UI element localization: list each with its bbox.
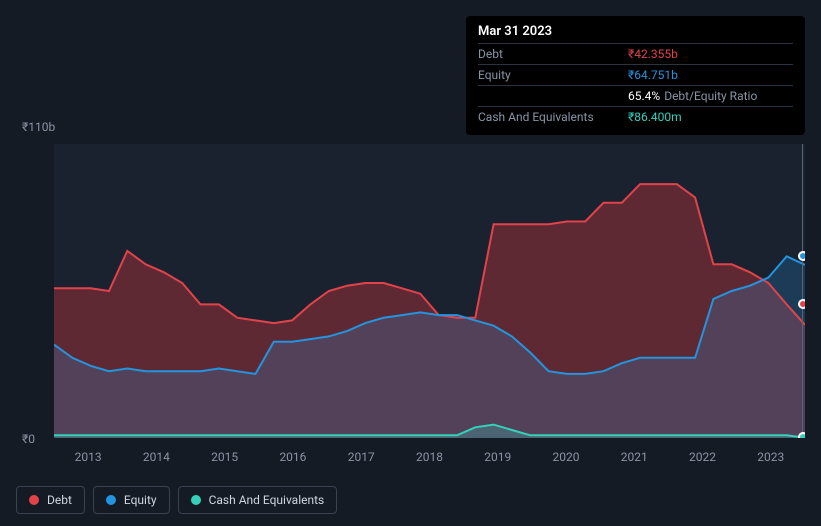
legend-item-debt[interactable]: Debt — [16, 486, 85, 514]
x-tick: 2020 — [532, 450, 600, 464]
hover-dot-equity — [798, 251, 805, 261]
x-axis: 2013201420152016201720182019202020212022… — [54, 450, 805, 464]
hover-dot-debt — [798, 299, 805, 309]
x-tick: 2019 — [464, 450, 532, 464]
chart-plot[interactable] — [54, 144, 805, 438]
x-tick: 2015 — [191, 450, 259, 464]
x-tick: 2022 — [668, 450, 736, 464]
legend-label: Debt — [47, 493, 72, 507]
x-tick: 2017 — [327, 450, 395, 464]
legend-item-equity[interactable]: Equity — [93, 486, 170, 514]
tooltip-row: Equity₹64.751b — [478, 64, 793, 85]
tooltip-value: 65.4%Debt/Equity Ratio — [628, 89, 793, 103]
chart-legend: Debt Equity Cash And Equivalents — [16, 486, 337, 514]
hover-dot-cash — [798, 432, 805, 438]
legend-dot-icon — [191, 495, 201, 505]
x-tick: 2021 — [600, 450, 668, 464]
hover-line — [802, 144, 803, 438]
chart-area: ₹110b ₹0 2013201420152016201720182019202… — [16, 120, 805, 476]
x-tick: 2016 — [259, 450, 327, 464]
legend-dot-icon — [29, 495, 39, 505]
tooltip-value: ₹64.751b — [628, 68, 793, 82]
tooltip-value: ₹42.355b — [628, 47, 793, 61]
tooltip-label — [478, 89, 628, 103]
legend-dot-icon — [106, 495, 116, 505]
y-axis-min-label: ₹0 — [22, 432, 35, 446]
tooltip-label: Equity — [478, 68, 628, 82]
tooltip-row: 65.4%Debt/Equity Ratio — [478, 85, 793, 106]
legend-item-cash-and-equivalents[interactable]: Cash And Equivalents — [178, 486, 338, 514]
tooltip-row: Debt₹42.355b — [478, 43, 793, 64]
x-tick: 2023 — [737, 450, 805, 464]
tooltip-label: Debt — [478, 47, 628, 61]
tooltip-date: Mar 31 2023 — [478, 24, 793, 43]
x-tick: 2018 — [395, 450, 463, 464]
chart-tooltip: Mar 31 2023 Debt₹42.355bEquity₹64.751b65… — [466, 16, 805, 135]
y-axis-max-label: ₹110b — [22, 120, 55, 134]
x-tick: 2014 — [122, 450, 190, 464]
legend-label: Cash And Equivalents — [209, 493, 325, 507]
legend-label: Equity — [124, 493, 157, 507]
x-tick: 2013 — [54, 450, 122, 464]
